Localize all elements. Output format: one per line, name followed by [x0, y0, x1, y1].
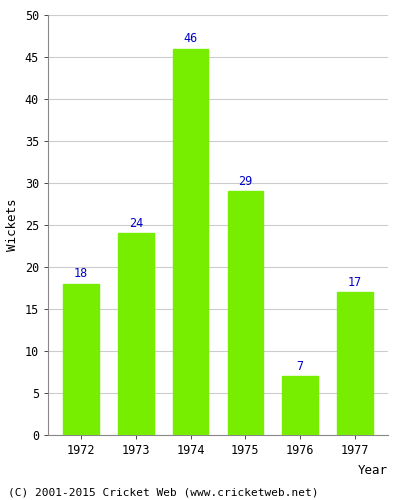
Bar — [118, 234, 154, 435]
Text: 29: 29 — [238, 175, 252, 188]
Text: 7: 7 — [296, 360, 304, 373]
Text: 24: 24 — [129, 217, 143, 230]
Bar — [228, 192, 263, 435]
Bar — [337, 292, 372, 435]
Text: 17: 17 — [348, 276, 362, 289]
Bar — [282, 376, 318, 435]
Bar — [173, 48, 208, 435]
Text: 18: 18 — [74, 268, 88, 280]
Text: Year: Year — [358, 464, 388, 477]
Bar — [64, 284, 99, 435]
Text: (C) 2001-2015 Cricket Web (www.cricketweb.net): (C) 2001-2015 Cricket Web (www.cricketwe… — [8, 488, 318, 498]
Y-axis label: Wickets: Wickets — [6, 198, 19, 251]
Text: 46: 46 — [184, 32, 198, 45]
